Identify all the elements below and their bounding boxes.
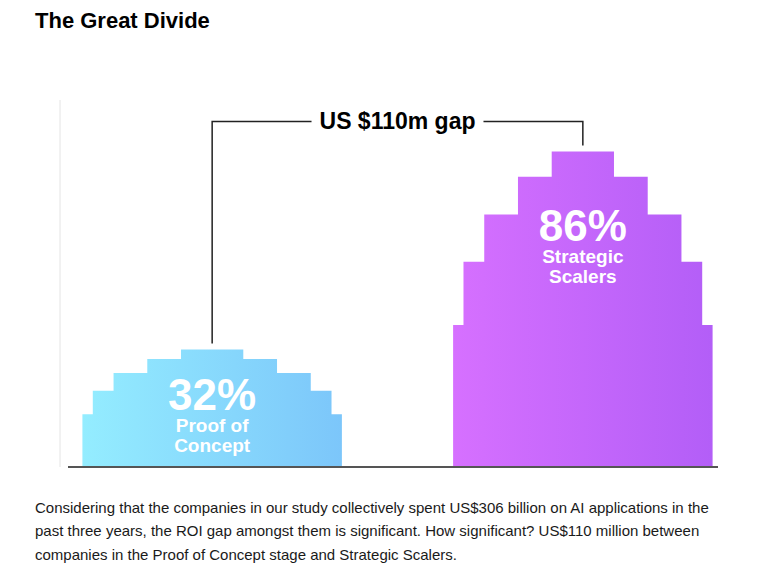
chart: The Great Divide 32%Proof ofConcept 86%Str… bbox=[0, 0, 770, 490]
labels: 32%Proof ofConcept 86%StrategicScalers bbox=[168, 201, 627, 456]
title: The Great Divide bbox=[35, 8, 210, 33]
bracket bbox=[212, 121, 583, 343]
data-label: 32% bbox=[168, 370, 256, 419]
category-label: Proof ofConcept bbox=[174, 415, 251, 456]
data-label: 86% bbox=[539, 201, 627, 250]
category-label: StrategicScalers bbox=[542, 246, 624, 287]
x-axis bbox=[68, 467, 718, 468]
bracket-line bbox=[483, 121, 582, 145]
baseline bbox=[68, 466, 718, 468]
bar bbox=[82, 350, 341, 467]
annotation: US $110m gap bbox=[320, 108, 476, 134]
y-axis-line bbox=[60, 100, 61, 467]
marks bbox=[82, 151, 712, 467]
caption: Considering that the companies in our st… bbox=[35, 496, 735, 566]
bar bbox=[453, 151, 712, 467]
bracket-line bbox=[212, 121, 311, 343]
